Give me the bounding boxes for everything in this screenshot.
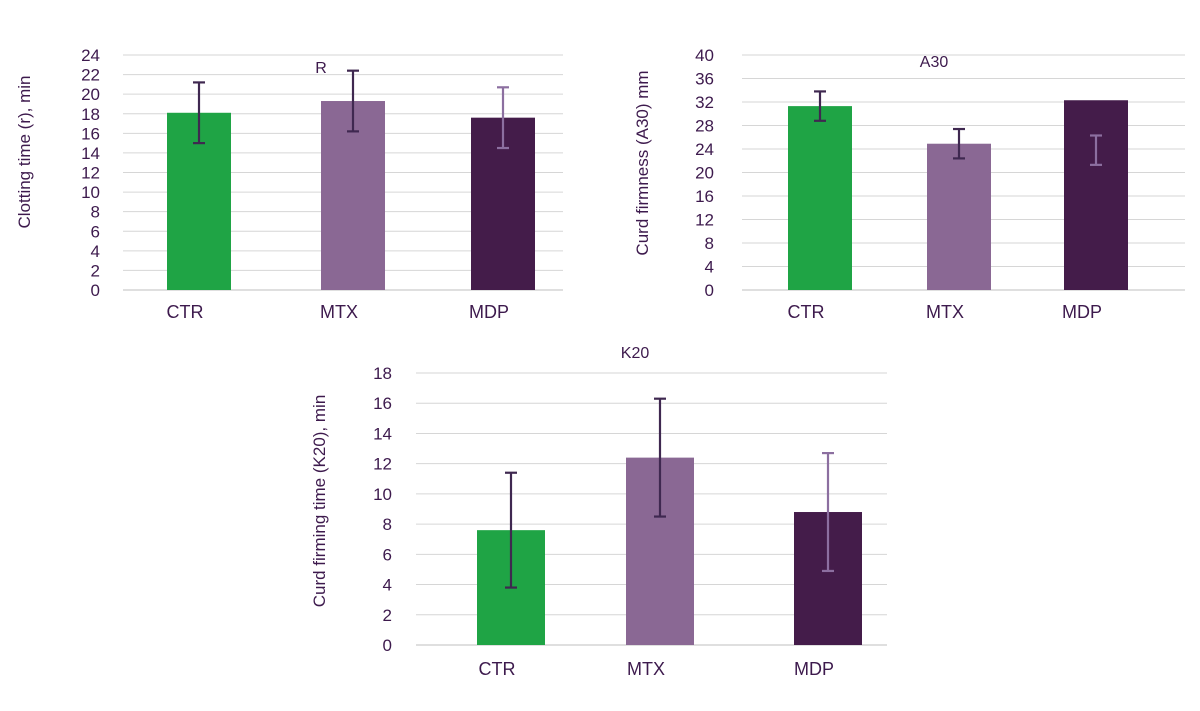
chart-panel-3: 0 2 4 6 8 10 12 14 16 18 Curd firming time (K20), … xyxy=(310,345,887,679)
error-bar-mtx xyxy=(347,69,359,133)
y-tick-label: 0 xyxy=(383,636,392,655)
error-bar-mdp xyxy=(1090,134,1102,166)
chart-title: A30 xyxy=(920,54,949,71)
x-category-label: MTX xyxy=(320,302,358,322)
error-bar-ctr xyxy=(193,81,205,145)
y-tick-label: 10 xyxy=(81,183,100,202)
y-tick-label: 8 xyxy=(705,234,714,253)
x-category-label: CTR xyxy=(167,302,204,322)
error-bar-mdp xyxy=(497,86,509,150)
y-tick-label: 20 xyxy=(695,164,714,183)
error-bar-ctr xyxy=(814,90,826,122)
y-tick-label: 40 xyxy=(695,46,714,65)
y-tick-label: 20 xyxy=(81,85,100,104)
bar-mdp xyxy=(1064,100,1128,290)
x-category-label: MTX xyxy=(926,302,964,322)
y-tick-label: 12 xyxy=(695,211,714,230)
bar-ctr xyxy=(788,106,852,290)
y-tick-label: 24 xyxy=(81,46,100,65)
x-category-label: MDP xyxy=(469,302,509,322)
error-bar-mtx xyxy=(654,397,666,518)
chart-panel-2: 0 4 8 12 16 20 24 28 32 36 40 Curd firmness (A30) m… xyxy=(633,46,1185,322)
y-tick-label: 12 xyxy=(81,164,100,183)
y-tick-label: 6 xyxy=(383,545,392,564)
y-tick-label: 24 xyxy=(695,140,714,159)
error-bar-mtx xyxy=(953,127,965,160)
error-bar-mdp xyxy=(822,451,834,573)
x-category-label: MDP xyxy=(794,659,834,679)
y-axis-label: Curd firmness (A30) mm xyxy=(633,70,652,255)
y-tick-label: 4 xyxy=(91,242,100,261)
bar-mtx xyxy=(321,101,385,290)
y-tick-label: 14 xyxy=(81,144,100,163)
y-tick-label: 16 xyxy=(373,394,392,413)
chart-title: R xyxy=(315,60,327,77)
y-axis-label: Clotting time (r), min xyxy=(15,75,34,228)
x-category-label: MTX xyxy=(627,659,665,679)
y-tick-label: 28 xyxy=(695,117,714,136)
y-tick-label: 2 xyxy=(383,606,392,625)
y-tick-label: 2 xyxy=(91,261,100,280)
x-category-label: CTR xyxy=(479,659,516,679)
y-tick-label: 4 xyxy=(705,258,714,277)
y-tick-label: 0 xyxy=(705,281,714,300)
y-axis-label: Curd firming time (K20), min xyxy=(310,395,329,608)
y-tick-label: 8 xyxy=(91,203,100,222)
y-tick-label: 22 xyxy=(81,66,100,85)
y-tick-label: 36 xyxy=(695,70,714,89)
y-tick-label: 12 xyxy=(373,455,392,474)
x-category-label: CTR xyxy=(788,302,825,322)
error-bar-ctr xyxy=(505,471,517,589)
y-tick-label: 0 xyxy=(91,281,100,300)
chart-title: K20 xyxy=(621,345,650,362)
x-category-label: MDP xyxy=(1062,302,1102,322)
y-tick-label: 6 xyxy=(91,222,100,241)
y-tick-label: 32 xyxy=(695,93,714,112)
y-tick-label: 4 xyxy=(383,576,392,595)
bar-mtx xyxy=(927,143,991,290)
y-tick-label: 10 xyxy=(373,485,392,504)
y-tick-label: 16 xyxy=(695,187,714,206)
y-tick-label: 18 xyxy=(373,364,392,383)
y-tick-label: 8 xyxy=(383,515,392,534)
y-tick-label: 14 xyxy=(373,424,392,443)
y-tick-label: 16 xyxy=(81,124,100,143)
y-tick-label: 18 xyxy=(81,105,100,124)
